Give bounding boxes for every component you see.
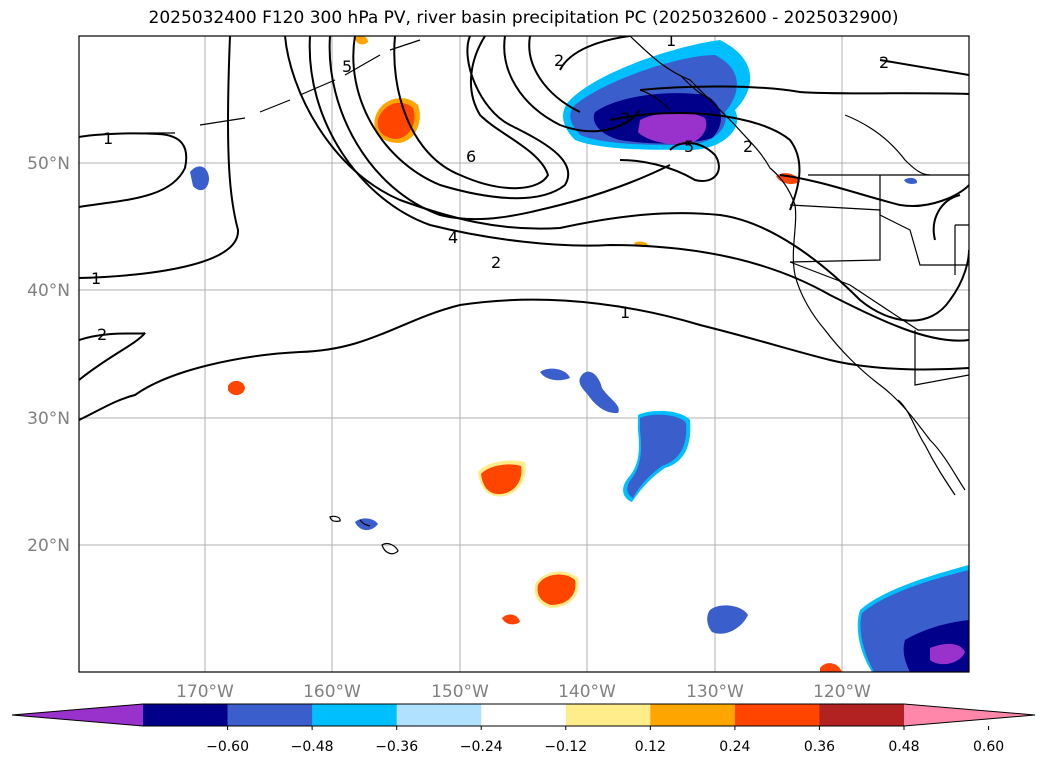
colorbar-tick-label: −0.24 — [460, 739, 503, 755]
colorbar-extend-min — [12, 704, 143, 726]
contour-label: 1 — [620, 303, 630, 322]
colorbar-segment — [650, 704, 736, 726]
lat-tick-label: 50°N — [27, 154, 70, 174]
pv-contour-line — [352, 36, 570, 200]
lon-tick-labels: 170°W 160°W 150°W 140°W 130°W 120°W — [176, 682, 871, 702]
contour-label: 2 — [97, 325, 107, 344]
precip-region-negative — [190, 166, 209, 191]
map-border — [78, 35, 970, 673]
pv-contour-line — [879, 59, 969, 76]
precip-region-negative — [930, 643, 965, 665]
precip-region-negative — [707, 605, 748, 634]
map-title: 2025032400 F120 300 hPa PV, river basin … — [148, 8, 899, 28]
pv-contours — [79, 36, 969, 421]
colorbar: −0.60 −0.48 −0.36 −0.24 −0.12 0.12 0.24 0.36 0.4… — [11, 703, 1036, 755]
lat-tick-labels: 50°N 40°N 30°N 20°N — [27, 154, 70, 556]
lon-tick-label: 160°W — [303, 682, 361, 702]
lon-tick-label: 120°W — [813, 682, 871, 702]
lon-tick-label: 150°W — [431, 682, 489, 702]
pv-contour-line — [79, 132, 188, 208]
colorbar-tick-label: 0.48 — [888, 739, 919, 755]
colorbar-tick-label: −0.48 — [291, 739, 334, 755]
pv-contour-line — [619, 142, 720, 182]
contour-label: 4 — [448, 228, 458, 247]
precip-region-positive — [355, 36, 368, 45]
lat-tick-label: 40°N — [27, 281, 70, 301]
colorbar-tick-label: 0.24 — [719, 739, 750, 755]
pv-contour-line — [559, 36, 631, 71]
contour-label: 1 — [103, 129, 113, 148]
precip-region-negative — [579, 371, 619, 414]
contour-label: 2 — [554, 51, 564, 70]
colorbar-segment — [819, 704, 905, 726]
colorbar-tick-label: 0.12 — [635, 739, 666, 755]
coastlines — [145, 36, 969, 555]
contour-label: 6 — [466, 147, 476, 166]
contour-labels: 1 1 2 1 2 4 6 5 2 2 3 5 1 2 — [91, 31, 889, 344]
pv-contour-line — [503, 36, 641, 133]
colorbar-segment — [734, 704, 820, 726]
colorbar-tick-label: 0.36 — [804, 739, 835, 755]
pv-contour-line — [79, 298, 969, 421]
contour-label: 1 — [91, 269, 101, 288]
precip-region-positive — [502, 614, 520, 625]
lat-tick-label: 30°N — [27, 409, 70, 429]
pv-contour-line — [639, 85, 969, 95]
colorbar-tick-label: −0.36 — [375, 739, 418, 755]
pv-contour-line — [284, 36, 969, 322]
pv-contour-line — [932, 194, 961, 241]
precip-region-positive — [820, 663, 842, 672]
colorbar-tick-label: −0.12 — [544, 739, 587, 755]
pv-contour-line — [393, 36, 550, 190]
colorbar-segment — [143, 704, 229, 726]
contour-label: 5 — [684, 137, 694, 156]
pv-contour-line — [308, 36, 969, 342]
precip-region-positive — [537, 574, 576, 605]
colorbar-segment — [312, 704, 398, 726]
precip-region-positive — [481, 464, 522, 495]
lon-tick-label: 140°W — [558, 682, 616, 702]
lon-tick-label: 170°W — [176, 682, 234, 702]
lat-tick-label: 20°N — [27, 536, 70, 556]
pv-contour-line — [779, 174, 969, 207]
precip-region-positive — [228, 380, 245, 396]
pv-contour-line — [609, 112, 801, 211]
colorbar-outline — [11, 703, 1036, 727]
precip-region-negative — [638, 112, 707, 145]
pv-contour-line — [328, 36, 671, 221]
colorbar-segment — [227, 704, 313, 726]
colorbar-segment — [396, 704, 482, 726]
precip-region-negative — [627, 414, 687, 498]
precip-shading — [190, 36, 969, 672]
colorbar-segment — [481, 704, 567, 726]
colorbar-tick-label: −0.60 — [206, 739, 249, 755]
precip-region-negative — [540, 368, 570, 381]
pv-contour-line — [79, 36, 240, 279]
colorbar-segment — [565, 704, 651, 726]
lon-tick-label: 130°W — [686, 682, 744, 702]
contour-label: 1 — [666, 31, 676, 50]
contour-label: 3 — [620, 109, 630, 128]
colorbar-extend-max — [904, 704, 1035, 726]
contour-label: 2 — [491, 253, 501, 272]
precip-region-negative — [904, 177, 918, 184]
colorbar-tick-label: 0.60 — [973, 739, 1004, 755]
contour-label: 5 — [342, 57, 352, 76]
pv-contour-line — [528, 36, 581, 113]
contour-label: 2 — [879, 53, 889, 72]
pv-contour-line — [79, 332, 146, 381]
contour-label: 2 — [743, 137, 753, 156]
